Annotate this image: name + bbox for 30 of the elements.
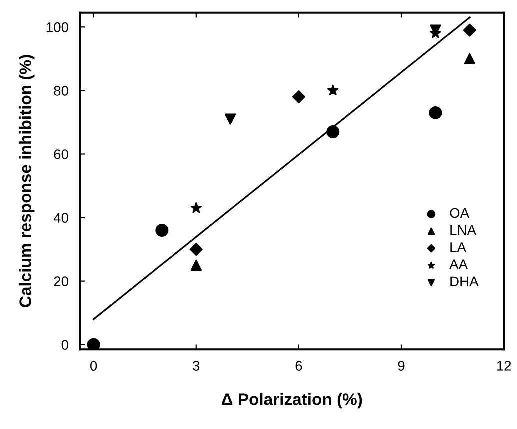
point <box>190 260 202 272</box>
point <box>429 106 442 120</box>
point <box>224 114 236 125</box>
x-tick-label: 6 <box>296 361 302 371</box>
x-tick-label: 12 <box>497 361 512 371</box>
point <box>87 338 100 350</box>
x-tick-label: 0 <box>90 361 98 371</box>
y-tick-label: 40 <box>54 213 68 223</box>
point <box>190 243 203 256</box>
y-tick-label: 80 <box>54 86 68 96</box>
x-tick-label: 3 <box>193 361 200 371</box>
y-tick-label: 100 <box>46 22 68 32</box>
legend-label: LA <box>450 242 466 252</box>
point <box>464 53 476 65</box>
legend-label: OA <box>450 208 470 218</box>
point <box>328 84 339 96</box>
point <box>463 24 476 37</box>
point <box>292 90 306 104</box>
y-axis-title: Calcium response inhibition (%) <box>19 55 35 308</box>
point <box>326 126 340 139</box>
y-tick-label: 0 <box>62 340 68 350</box>
legend-label: DHA <box>450 276 479 286</box>
point <box>190 202 202 214</box>
y-tick-label: 20 <box>54 276 68 286</box>
legend-label: LNA <box>450 226 477 236</box>
legend-label: AA <box>450 260 468 270</box>
y-tick-label: 60 <box>54 150 68 160</box>
x-tick-label: 9 <box>398 361 405 371</box>
x-axis-title: Δ Polarization (%) <box>222 393 362 409</box>
point <box>156 224 169 237</box>
